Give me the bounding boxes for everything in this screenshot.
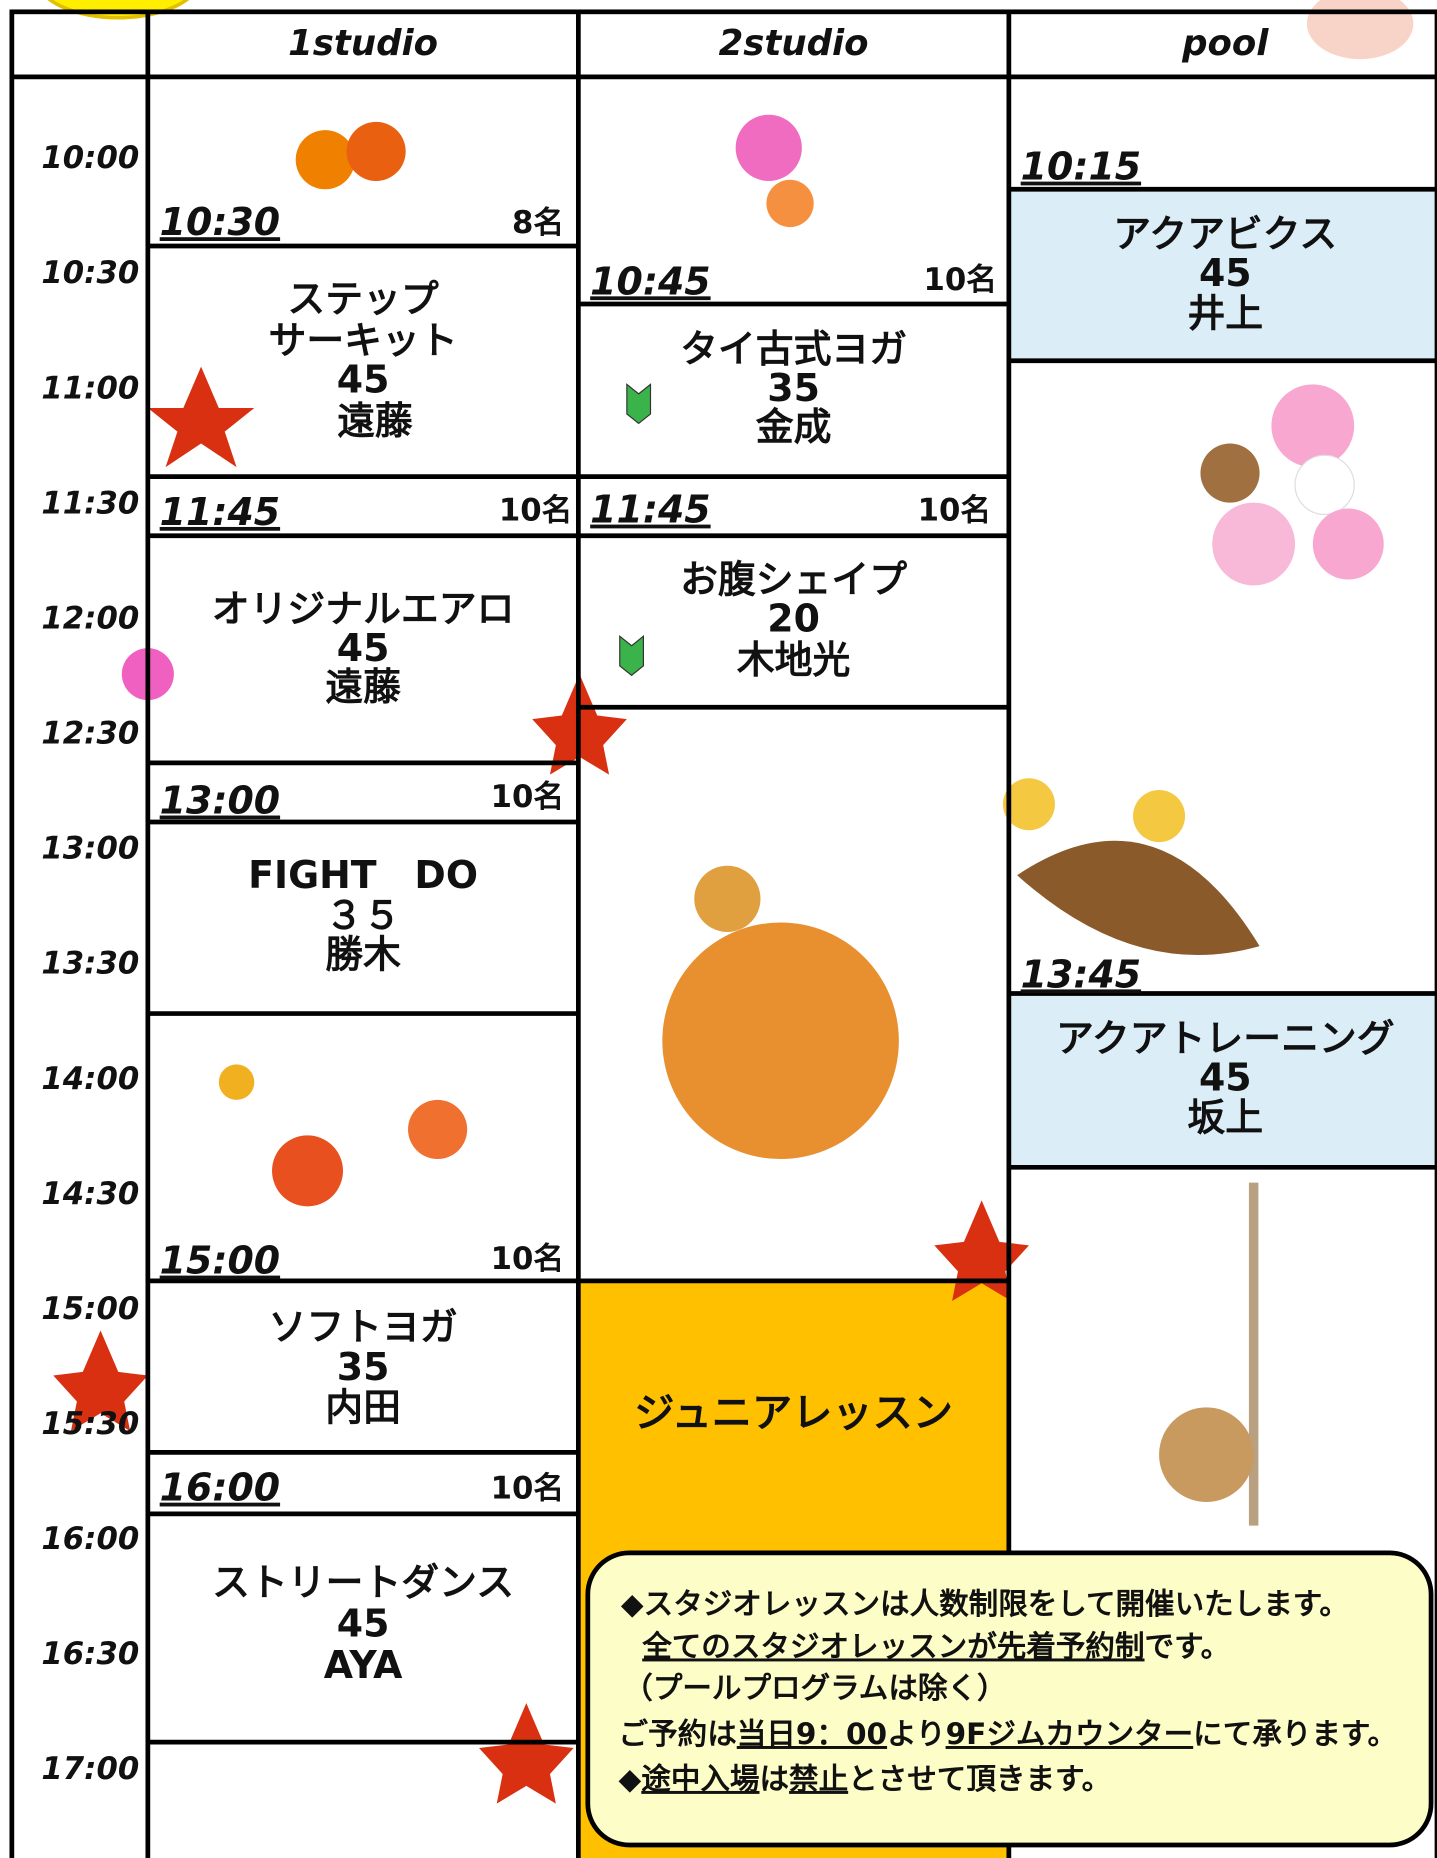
capacity: 10名 [918, 493, 992, 529]
time-label: 10:00 [41, 140, 139, 176]
instructor: 井上 [1187, 291, 1263, 335]
notice-text: 禁止 [789, 1761, 848, 1795]
class-title: タイ古式ヨガ [680, 327, 907, 371]
instructor: 遠藤 [325, 665, 401, 709]
duration: ３５ [325, 893, 401, 937]
time-label: 13:30 [41, 946, 139, 982]
notice-box [585, 1550, 1434, 1848]
class-title: ジュニアレッスン [634, 1391, 953, 1437]
notice-text: 9Fジムカウンター [946, 1717, 1194, 1751]
pool-block [1008, 189, 1437, 361]
time-label: 15:00 [41, 1291, 139, 1327]
notice-text: ◆スタジオレッスンは人数制限をして開催いたします。 [621, 1586, 1349, 1620]
duration: 45 [1199, 1055, 1252, 1099]
time-label: 13:00 [41, 831, 139, 867]
grid-lines [11, 11, 1437, 1858]
duration: 45 [1199, 251, 1252, 295]
notice-text: 途中入場 [641, 1761, 759, 1795]
time-label: 14:30 [41, 1176, 139, 1212]
duration: 35 [337, 1345, 390, 1389]
beginner-mark [619, 635, 644, 677]
notice-text: より [887, 1717, 946, 1751]
start-time: 13:00 [160, 779, 280, 823]
capacity: 10名 [924, 262, 998, 298]
instructor: 遠藤 [337, 399, 413, 443]
class-title: アクアビクス [1113, 212, 1337, 256]
start-time: 11:45 [160, 490, 280, 534]
class-title: ストリートダンス [212, 1560, 514, 1604]
capacity: 10名 [491, 779, 565, 815]
capacity: 10名 [491, 1241, 565, 1277]
time-label: 16:30 [41, 1636, 139, 1672]
sun-decoration [47, 0, 190, 20]
class-title: お腹シェイプ [680, 557, 907, 601]
time-label: 16:00 [41, 1521, 139, 1557]
notice-text: 全てのスタジオレッスンが先着予約制 [641, 1629, 1144, 1663]
instructor: 坂上 [1187, 1096, 1263, 1140]
illustrations [53, 114, 1384, 1804]
time-label: 10:30 [41, 255, 139, 291]
time-label: 11:00 [41, 370, 139, 406]
notice-line: ◆スタジオレッスンは人数制限をして開催いたします。 [621, 1586, 1349, 1620]
notice-line: （プールプログラムは除く） [623, 1670, 1006, 1704]
start-time: 11:45 [590, 488, 710, 532]
instructor: AYA [324, 1643, 403, 1687]
duration: 20 [767, 596, 820, 640]
beginner-mark [626, 383, 652, 425]
duration: 45 [337, 626, 390, 670]
pool-block [1008, 993, 1437, 1168]
capacity: 10名 [491, 1471, 565, 1507]
time-label: 14:00 [41, 1061, 139, 1097]
notice-text: ご予約は [619, 1717, 737, 1751]
class-title: オリジナルエアロ [212, 587, 515, 631]
pig-decoration [1306, 0, 1414, 60]
time-label: 17:00 [41, 1751, 139, 1787]
instructor: 木地光 [737, 638, 850, 682]
column-header: pool [1181, 23, 1269, 64]
column-header: 2studio [719, 23, 869, 64]
instructor: 勝木 [325, 932, 401, 976]
start-time: 10:30 [160, 200, 280, 244]
start-time: 13:45 [1021, 952, 1141, 996]
start-time: 15:00 [160, 1239, 280, 1283]
time-label: 12:00 [41, 600, 139, 636]
time-label: 11:30 [41, 485, 139, 521]
notice-text: 当日9：00 [737, 1717, 887, 1751]
notice-line: ご予約は当日9：00より9Fジムカウンターにて承ります。 [619, 1717, 1398, 1751]
instructor: 内田 [325, 1385, 401, 1429]
notice-line: ◆途中入場は禁止とさせて頂きます。 [619, 1761, 1112, 1795]
time-label: 12:30 [41, 716, 139, 752]
class-title: ソフトヨガ [269, 1305, 458, 1349]
instructor: 金成 [755, 405, 832, 449]
notice-text: ◆ [619, 1761, 642, 1795]
start-time: 10:15 [1021, 145, 1141, 189]
notice-text: は [760, 1761, 790, 1795]
start-time: 10:45 [590, 259, 710, 303]
capacity: 10名 [499, 493, 573, 529]
duration: 45 [337, 358, 390, 402]
class-title: ステップ [287, 277, 438, 321]
class-title: FIGHT DO [248, 853, 478, 897]
time-label: 15:30 [41, 1406, 139, 1442]
notice-line: 全てのスタジオレッスンが先着予約制です。 [641, 1629, 1230, 1663]
start-time: 16:00 [160, 1466, 280, 1510]
capacity: 8名 [512, 205, 564, 241]
notice-text: とさせて頂きます。 [848, 1761, 1111, 1795]
duration: 35 [767, 366, 820, 410]
class-title: アクアトレーニング [1056, 1016, 1395, 1060]
notice-text: です。 [1145, 1629, 1231, 1663]
notice-text: （プールプログラムは除く） [623, 1670, 1006, 1704]
duration: 45 [337, 1602, 390, 1646]
column-header: 1studio [288, 23, 438, 64]
class-title: サーキット [269, 318, 458, 362]
notice-text: にて承ります。 [1193, 1717, 1397, 1751]
